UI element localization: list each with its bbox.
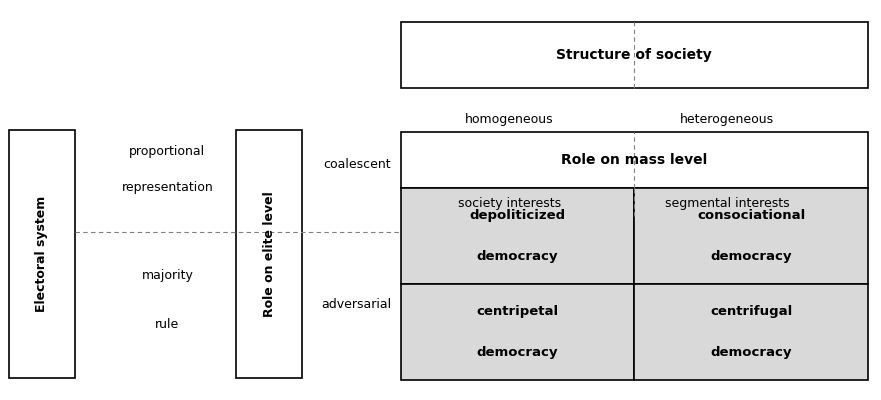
Text: depoliticized: depoliticized bbox=[470, 209, 566, 222]
Text: heterogeneous: heterogeneous bbox=[680, 114, 774, 126]
Text: coalescent: coalescent bbox=[323, 158, 390, 170]
Bar bbox=[634, 188, 868, 284]
Text: democracy: democracy bbox=[710, 346, 792, 359]
Text: democracy: democracy bbox=[477, 346, 559, 359]
Text: consociational: consociational bbox=[697, 209, 805, 222]
Bar bbox=[401, 284, 634, 380]
Text: representation: representation bbox=[122, 182, 213, 194]
Bar bbox=[401, 22, 868, 88]
Text: centrifugal: centrifugal bbox=[710, 305, 792, 318]
Text: Structure of society: Structure of society bbox=[557, 48, 712, 62]
Text: majority: majority bbox=[142, 270, 193, 282]
Text: Role on mass level: Role on mass level bbox=[561, 153, 707, 167]
Text: homogeneous: homogeneous bbox=[465, 114, 553, 126]
Bar bbox=[401, 188, 634, 284]
Text: Role on elite level: Role on elite level bbox=[263, 191, 276, 317]
Text: proportional: proportional bbox=[130, 146, 205, 158]
Text: Electoral system: Electoral system bbox=[35, 196, 48, 312]
Text: rule: rule bbox=[155, 318, 180, 330]
Text: segmental interests: segmental interests bbox=[664, 198, 789, 210]
Text: centripetal: centripetal bbox=[477, 305, 559, 318]
Bar bbox=[401, 132, 868, 188]
Text: democracy: democracy bbox=[477, 250, 559, 263]
Text: adversarial: adversarial bbox=[322, 298, 392, 310]
Bar bbox=[9, 130, 75, 378]
Bar bbox=[634, 284, 868, 380]
Text: society interests: society interests bbox=[457, 198, 561, 210]
Text: democracy: democracy bbox=[710, 250, 792, 263]
Bar bbox=[236, 130, 302, 378]
